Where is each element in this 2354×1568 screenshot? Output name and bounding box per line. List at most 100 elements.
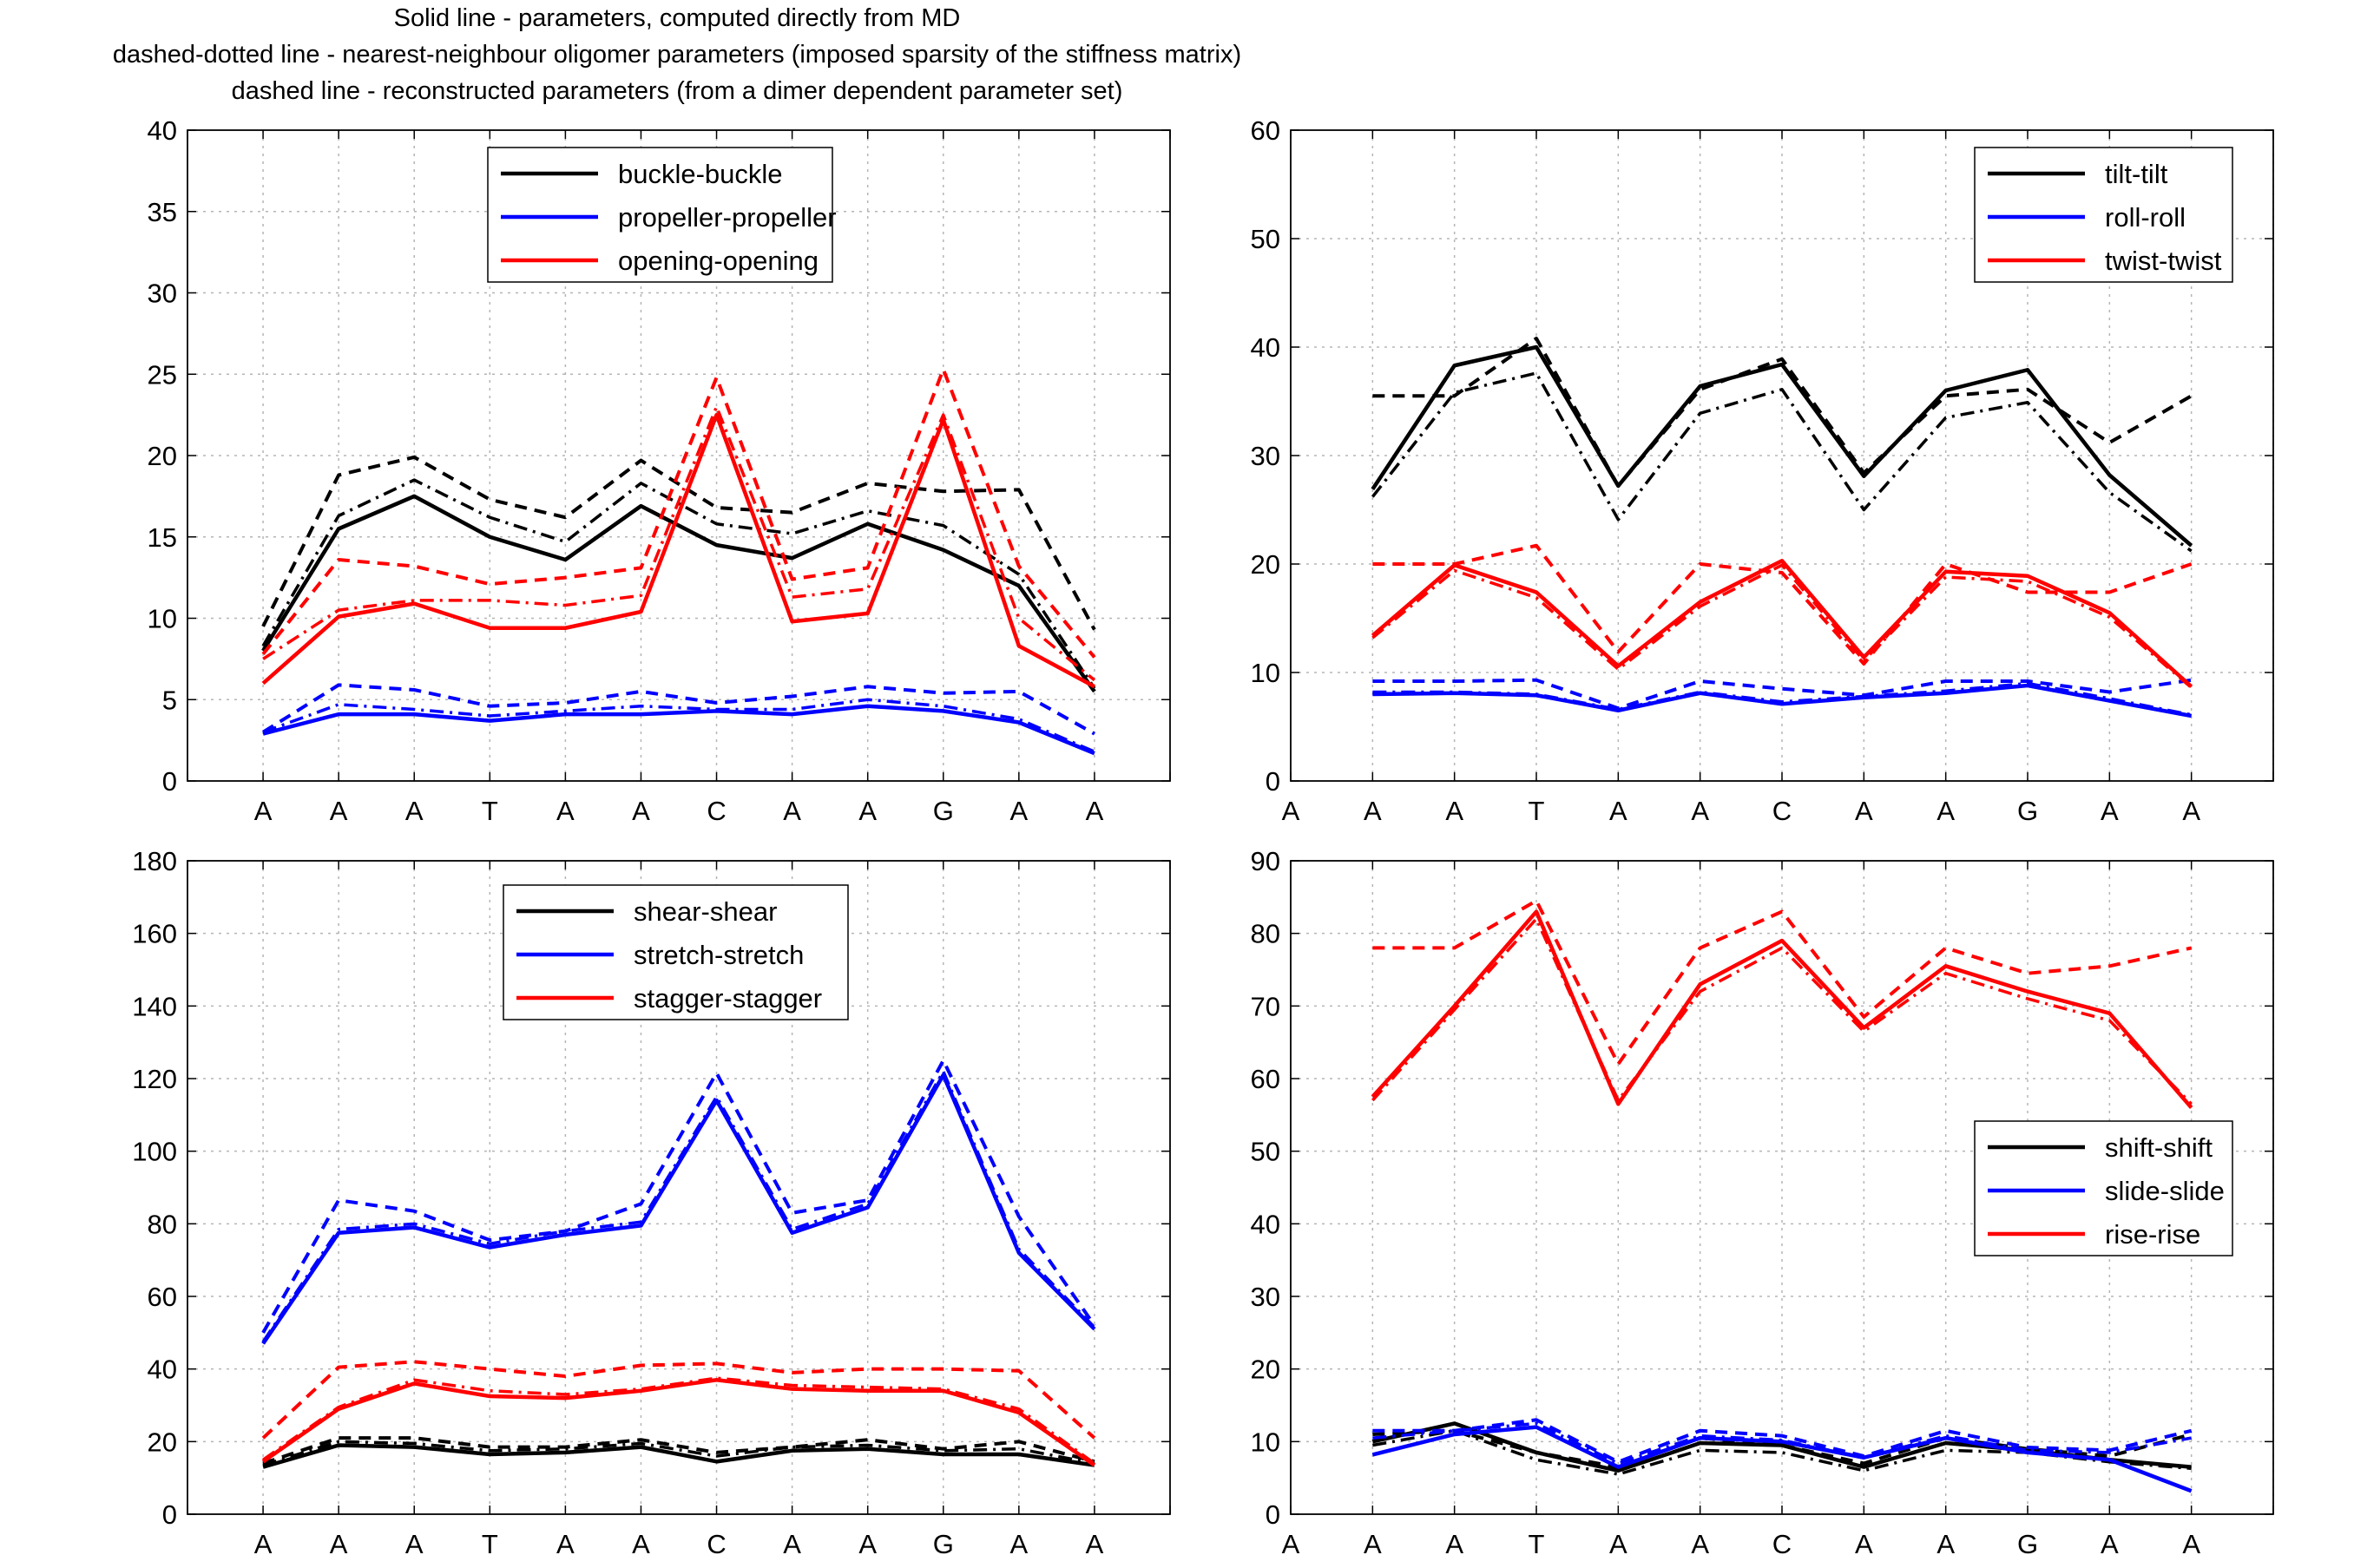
series-line-twist-twist-dashdot xyxy=(1371,563,2193,689)
y-tick-label: 20 xyxy=(148,1427,177,1457)
legend-label-twist-twist: twist-twist xyxy=(2105,246,2222,276)
series-line-shear-shear-dashed xyxy=(262,1436,1095,1466)
series-line-opening-opening-dashdot xyxy=(262,405,1096,682)
y-tick-label: 30 xyxy=(1251,1282,1280,1312)
x-tick-label: A xyxy=(1936,1529,1955,1559)
x-tick-label: A xyxy=(1609,1529,1627,1559)
legend: shear-shear stretch-stretch stagger-stagge… xyxy=(503,884,849,1020)
y-tick-label: 10 xyxy=(1251,1427,1280,1457)
y-tick-label: 0 xyxy=(162,766,177,797)
legend-label-buckle-buckle: buckle-buckle xyxy=(618,159,783,189)
y-tick-label: 100 xyxy=(132,1137,177,1167)
x-tick-label: A xyxy=(858,1529,877,1559)
x-tick-label: A xyxy=(1691,796,1709,826)
y-tick-label: 20 xyxy=(1251,549,1280,580)
series-line-twist-twist-solid xyxy=(1371,559,2193,688)
legend: tilt-tilt roll-roll twist-twist xyxy=(1974,147,2233,283)
x-tick-label: A xyxy=(556,796,575,826)
y-tick-label: 20 xyxy=(148,441,177,471)
x-tick-label: A xyxy=(2182,1529,2200,1559)
axes-frame xyxy=(187,860,1171,1515)
x-tick-label: A xyxy=(556,1529,575,1559)
y-tick-label: 10 xyxy=(148,604,177,634)
series-line-stretch-stretch-solid xyxy=(261,1073,1096,1345)
legend-label-slide-slide: slide-slide xyxy=(2105,1176,2225,1206)
x-tick-label: C xyxy=(1772,1529,1792,1559)
legend-label-stagger-stagger: stagger-stagger xyxy=(634,983,822,1014)
x-tick-label: A xyxy=(1855,796,1873,826)
series-line-slide-slide-dashed xyxy=(1372,1418,2193,1464)
x-tick-label: A xyxy=(1086,796,1104,826)
chart-shear-stretch-stagger: 0 20 40 60 80 100 120 140 160 180 A A A T A A C A A G A Ashea… xyxy=(132,846,1171,1559)
x-tick-label: T xyxy=(482,796,498,826)
x-tick-label: A xyxy=(1364,1529,1382,1559)
x-tick-label: A xyxy=(254,796,273,826)
x-tick-label: T xyxy=(1529,1529,1545,1559)
x-tick-label: G xyxy=(933,1529,954,1559)
y-tick-label: 40 xyxy=(148,1355,177,1385)
y-tick-label: 0 xyxy=(162,1499,177,1530)
x-tick-label: A xyxy=(1282,796,1300,826)
series-line-propeller-propeller-solid xyxy=(262,704,1095,756)
series-line-tilt-tilt-dashed xyxy=(1372,337,2193,488)
series-line-rise-rise-dashed xyxy=(1372,899,2193,1066)
y-tick-label: 20 xyxy=(1251,1355,1280,1385)
y-tick-label: 80 xyxy=(148,1209,177,1239)
chart-buckle-propeller-opening: 0 5 10 15 20 25 30 35 40 A A A T A A C A A G A Abuckle-buckl… xyxy=(148,115,1171,826)
series-line-buckle-buckle-solid xyxy=(261,494,1096,693)
x-tick-label: T xyxy=(1529,796,1545,826)
x-tick-label: A xyxy=(632,1529,650,1559)
legend-label-stretch-stretch: stretch-stretch xyxy=(634,940,804,970)
x-tick-label: A xyxy=(1010,796,1029,826)
series-line-tilt-tilt-solid xyxy=(1371,344,2193,548)
legend-label-opening-opening: opening-opening xyxy=(618,246,819,276)
series-line-stagger-stagger-dashed xyxy=(261,1360,1096,1440)
x-tick-label: G xyxy=(2017,1529,2038,1559)
x-tick-label: A xyxy=(783,1529,801,1559)
x-tick-label: A xyxy=(1445,1529,1463,1559)
legend-label-propeller-propeller: propeller-propeller xyxy=(618,202,837,233)
y-tick-label: 80 xyxy=(1251,919,1280,949)
y-tick-label: 60 xyxy=(1251,115,1280,146)
x-tick-label: A xyxy=(254,1529,273,1559)
y-tick-label: 40 xyxy=(148,115,177,146)
legend-label-shear-shear: shear-shear xyxy=(634,896,777,927)
x-tick-label: A xyxy=(405,796,424,826)
y-tick-label: 5 xyxy=(162,685,177,715)
y-tick-label: 60 xyxy=(1251,1064,1280,1094)
legend-label-tilt-tilt: tilt-tilt xyxy=(2105,159,2168,189)
series-line-opening-opening-solid xyxy=(261,412,1095,689)
y-tick-label: 50 xyxy=(1251,1137,1280,1167)
x-tick-label: A xyxy=(632,796,650,826)
series-line-slide-slide-solid xyxy=(1371,1425,2193,1493)
x-tick-label: C xyxy=(707,796,726,826)
x-tick-label: G xyxy=(2017,796,2038,826)
series-line-stagger-stagger-solid xyxy=(261,1377,1096,1467)
y-tick-label: 35 xyxy=(148,197,177,227)
y-tick-label: 50 xyxy=(1251,224,1280,254)
y-tick-label: 15 xyxy=(148,522,177,553)
series-line-twist-twist-dashed xyxy=(1372,543,2193,666)
y-tick-label: 160 xyxy=(132,919,177,949)
x-tick-label: A xyxy=(2101,1529,2119,1559)
y-tick-label: 40 xyxy=(1251,332,1280,363)
legend-label-shift-shift: shift-shift xyxy=(2105,1132,2213,1163)
x-tick-label: A xyxy=(1609,796,1627,826)
y-tick-label: 140 xyxy=(132,991,177,1021)
x-tick-label: A xyxy=(1855,1529,1873,1559)
x-tick-label: A xyxy=(1364,796,1382,826)
y-tick-label: 70 xyxy=(1251,991,1280,1021)
series-line-stretch-stretch-dashed xyxy=(261,1059,1096,1334)
legend: shift-shift slide-slide rise-rise xyxy=(1974,1120,2233,1256)
x-tick-label: A xyxy=(2182,796,2200,826)
x-tick-label: A xyxy=(330,796,348,826)
y-tick-label: 25 xyxy=(148,359,177,390)
header-line-2: dashed-dotted line - nearest-neighbour o… xyxy=(113,41,1241,69)
series-line-slide-slide-dashdot xyxy=(1372,1421,2192,1466)
series-line-propeller-propeller-dashdot xyxy=(262,698,1095,753)
series-line-shear-shear-solid xyxy=(262,1443,1095,1469)
x-tick-label: A xyxy=(2101,796,2119,826)
header-line-3: dashed line - reconstructed parameters (… xyxy=(232,77,1123,105)
y-tick-label: 0 xyxy=(1266,766,1280,797)
